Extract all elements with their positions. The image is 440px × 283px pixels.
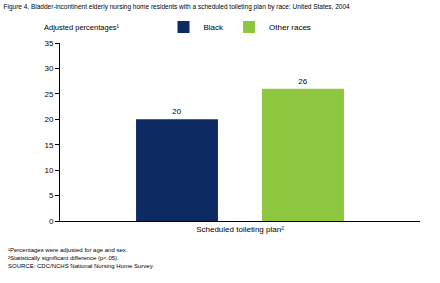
svg-text:Scheduled toileting plan²: Scheduled toileting plan²: [196, 225, 284, 234]
svg-text:20: 20: [172, 107, 181, 116]
svg-text:10: 10: [44, 166, 53, 175]
svg-text:5: 5: [49, 191, 54, 200]
svg-text:30: 30: [44, 64, 53, 73]
svg-text:26: 26: [298, 77, 307, 86]
svg-text:Black: Black: [204, 23, 225, 32]
svg-text:¹Percentages were adjusted for: ¹Percentages were adjusted for age and s…: [8, 247, 154, 269]
svg-text:35: 35: [44, 39, 53, 48]
svg-text:Other races: Other races: [269, 23, 311, 32]
svg-text:15: 15: [44, 141, 53, 150]
svg-text:Adjusted percentages¹: Adjusted percentages¹: [44, 23, 120, 32]
svg-text:20: 20: [44, 115, 53, 124]
svg-text:25: 25: [44, 90, 53, 99]
svg-text:0: 0: [49, 217, 54, 226]
svg-text:Figure 4. Bladder-incontinent: Figure 4. Bladder-incontinent elderly nu…: [4, 3, 351, 11]
